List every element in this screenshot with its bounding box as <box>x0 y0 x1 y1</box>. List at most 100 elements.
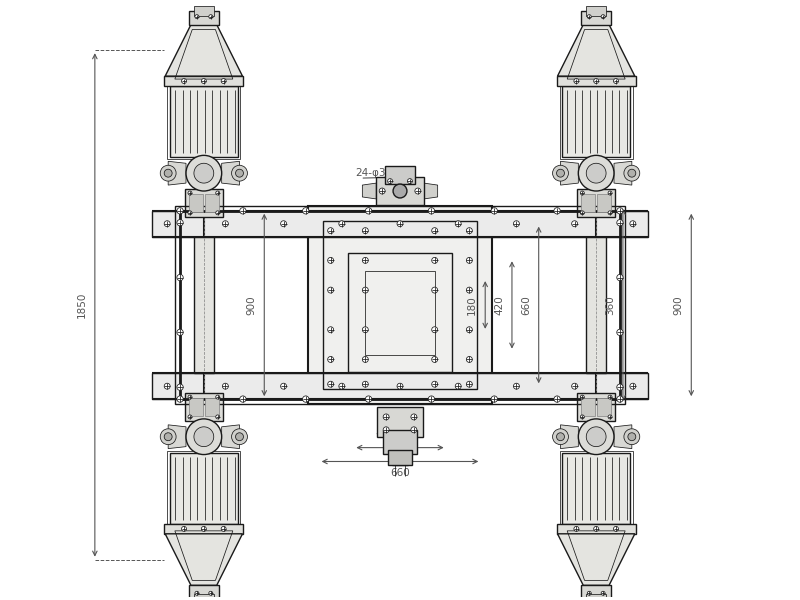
Polygon shape <box>362 183 376 199</box>
Circle shape <box>432 227 438 233</box>
Bar <box>189 398 203 416</box>
Circle shape <box>194 427 214 446</box>
Circle shape <box>617 329 623 335</box>
Circle shape <box>628 433 636 440</box>
Text: 360: 360 <box>605 295 615 315</box>
Circle shape <box>608 191 612 195</box>
Bar <box>578 393 615 421</box>
Polygon shape <box>168 161 186 185</box>
Circle shape <box>432 381 438 387</box>
Circle shape <box>432 356 438 362</box>
Circle shape <box>580 395 584 399</box>
Circle shape <box>608 415 612 419</box>
Bar <box>582 11 611 25</box>
Bar <box>167 451 241 526</box>
Text: 420: 420 <box>390 455 410 464</box>
Circle shape <box>554 208 560 214</box>
Polygon shape <box>165 25 242 76</box>
Circle shape <box>397 221 403 227</box>
Bar <box>562 452 630 524</box>
Circle shape <box>432 327 438 332</box>
Circle shape <box>164 433 172 440</box>
Circle shape <box>574 79 579 83</box>
Circle shape <box>554 396 560 402</box>
Bar <box>348 253 452 373</box>
Text: 24-φ32: 24-φ32 <box>355 168 393 178</box>
Circle shape <box>466 257 472 263</box>
Polygon shape <box>424 183 438 199</box>
Bar <box>308 206 492 404</box>
Circle shape <box>366 396 372 402</box>
Bar <box>582 586 611 599</box>
Bar <box>557 76 636 86</box>
Circle shape <box>188 395 192 399</box>
Bar <box>559 451 633 526</box>
Circle shape <box>222 221 228 227</box>
Circle shape <box>614 79 618 83</box>
Circle shape <box>428 396 434 402</box>
Circle shape <box>362 227 368 233</box>
Circle shape <box>177 384 183 391</box>
Circle shape <box>466 356 472 362</box>
Circle shape <box>182 526 186 532</box>
Circle shape <box>362 327 368 332</box>
Circle shape <box>580 191 584 195</box>
Circle shape <box>578 419 614 455</box>
Circle shape <box>240 208 246 214</box>
Circle shape <box>188 415 192 419</box>
Text: 1850: 1850 <box>77 292 87 318</box>
Circle shape <box>580 211 584 215</box>
Bar <box>557 524 636 534</box>
Bar <box>205 398 218 416</box>
Circle shape <box>466 327 472 332</box>
Circle shape <box>222 383 228 389</box>
Circle shape <box>580 415 584 419</box>
Text: 180: 180 <box>467 295 478 315</box>
Circle shape <box>216 415 220 419</box>
Circle shape <box>432 287 438 293</box>
Circle shape <box>216 191 220 195</box>
Circle shape <box>339 221 345 227</box>
Circle shape <box>177 396 183 402</box>
Circle shape <box>624 429 640 445</box>
Bar <box>189 586 218 599</box>
Circle shape <box>328 257 334 263</box>
Polygon shape <box>222 161 239 185</box>
Circle shape <box>177 220 183 226</box>
Polygon shape <box>558 534 635 586</box>
Circle shape <box>362 381 368 387</box>
Bar <box>323 221 477 389</box>
Circle shape <box>388 179 393 184</box>
Circle shape <box>328 327 334 332</box>
Bar <box>586 594 606 600</box>
Circle shape <box>328 227 334 233</box>
Bar <box>194 6 214 16</box>
Circle shape <box>182 79 186 83</box>
Circle shape <box>624 165 640 181</box>
Bar <box>385 166 415 184</box>
Circle shape <box>209 591 213 595</box>
Circle shape <box>177 329 183 335</box>
Bar <box>167 84 241 160</box>
Circle shape <box>383 414 389 420</box>
Polygon shape <box>168 425 186 449</box>
Bar <box>586 6 606 16</box>
Bar <box>185 189 222 217</box>
Circle shape <box>362 287 368 293</box>
Circle shape <box>186 155 222 191</box>
Circle shape <box>379 188 385 194</box>
Circle shape <box>366 208 372 214</box>
Circle shape <box>594 79 598 83</box>
Circle shape <box>164 383 170 389</box>
Circle shape <box>194 163 214 183</box>
Circle shape <box>411 414 417 420</box>
Circle shape <box>186 419 222 455</box>
Circle shape <box>630 221 636 227</box>
Circle shape <box>514 383 519 389</box>
Circle shape <box>221 526 226 532</box>
Bar <box>597 398 611 416</box>
Bar <box>586 236 606 373</box>
Bar <box>180 211 620 399</box>
Circle shape <box>614 526 618 532</box>
Circle shape <box>362 257 368 263</box>
